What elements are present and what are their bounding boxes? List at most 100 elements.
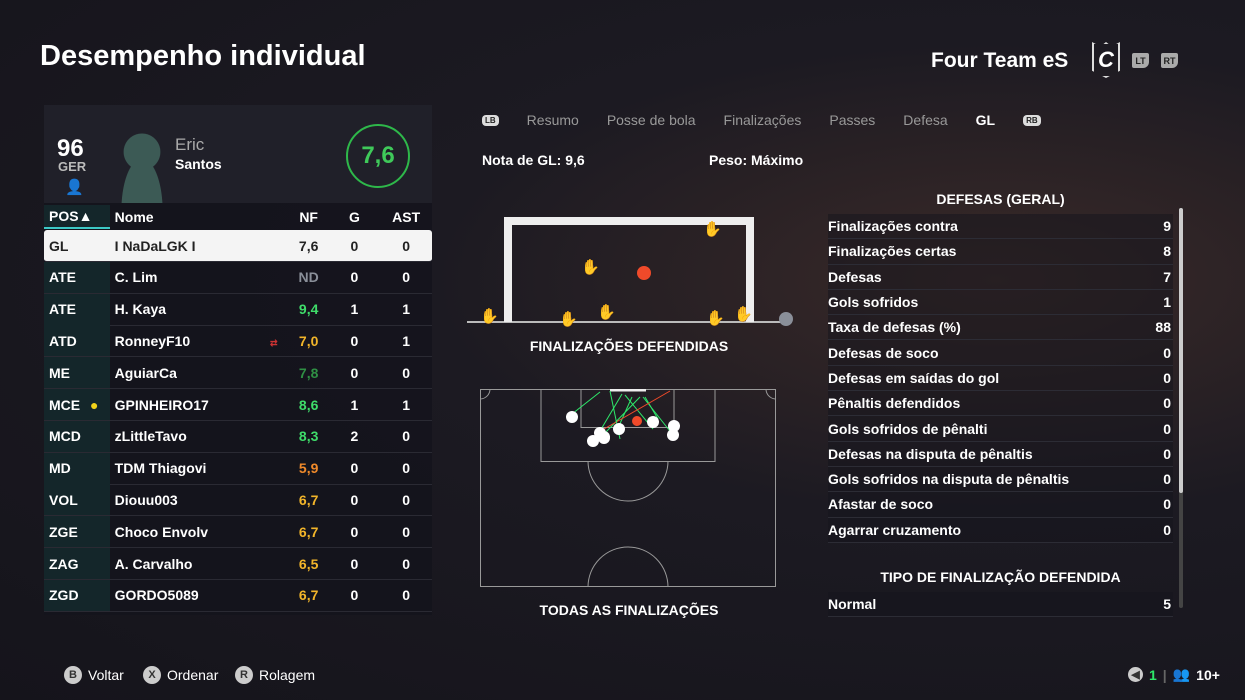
cell-g: 0 xyxy=(350,523,359,540)
cell-g: 0 xyxy=(350,491,359,508)
cell-g: 2 xyxy=(350,428,359,445)
player-avatar xyxy=(110,130,174,203)
cell-ast: 0 xyxy=(402,460,411,477)
scroll-hint[interactable]: R Rolagem xyxy=(235,666,315,684)
x-button-icon: X xyxy=(143,666,161,684)
tab-resumo[interactable]: Resumo xyxy=(526,112,579,128)
rt-button[interactable]: RT xyxy=(1161,53,1178,68)
cell-g: 0 xyxy=(350,237,359,254)
viewers-icon: 👥 xyxy=(1172,666,1191,682)
cell-ast: 1 xyxy=(402,396,411,413)
table-row[interactable]: GL I NaDaLGK I 7,6 0 0 xyxy=(44,230,432,262)
cell-ast: 0 xyxy=(402,364,411,381)
page-title: Desempenho individual xyxy=(40,40,366,72)
shot-trajectory xyxy=(617,396,633,429)
stat-row: Gols sofridos de pênalti 0 xyxy=(828,416,1173,442)
scroll-label: Rolagem xyxy=(259,667,316,683)
tab-defesa[interactable]: Defesa xyxy=(903,112,948,128)
stat-value: 88 xyxy=(1155,319,1171,336)
table-header: POS▲ Nome NF G AST xyxy=(44,205,432,229)
cell-g: 0 xyxy=(350,364,359,381)
stat-value: 0 xyxy=(1163,395,1171,412)
tab-posse-de-bola[interactable]: Posse de bola xyxy=(606,112,696,128)
shot-origin-marker xyxy=(587,435,599,447)
viewers: 10+ xyxy=(1196,666,1220,683)
stat-value: 0 xyxy=(1163,445,1171,462)
lb-button[interactable]: LB xyxy=(482,114,499,126)
table-row[interactable]: ATE C. Lim ND 0 0 xyxy=(44,261,432,294)
cell-nf: 8,6 xyxy=(298,396,319,413)
stat-label: Afastar de soco xyxy=(828,496,934,513)
cell-ast: 0 xyxy=(402,555,411,572)
shot-trajectory xyxy=(644,396,659,420)
scrollbar[interactable] xyxy=(1179,208,1183,608)
shot-trajectory xyxy=(603,390,671,430)
stat-value: 0 xyxy=(1163,496,1171,513)
table-row[interactable]: MCE ● GPINHEIRO17 8,6 1 1 xyxy=(44,389,432,421)
table-row[interactable]: ATE H. Kaya 9,4 1 1 xyxy=(44,293,432,326)
col-nf[interactable]: NF xyxy=(299,209,318,225)
stat-label: Defesas em saídas do gol xyxy=(828,369,1000,386)
table-row[interactable]: ATD RonneyF10 ⇄ 7,0 0 1 xyxy=(44,325,432,358)
shot-origin-marker xyxy=(667,429,679,441)
goal-frame xyxy=(504,217,754,322)
cell-nf: 6,5 xyxy=(298,555,319,572)
shot-trajectory xyxy=(599,393,623,432)
stat-row: Pênaltis defendidos 0 xyxy=(828,391,1173,417)
sort-label: Ordenar xyxy=(167,667,219,683)
col-g[interactable]: G xyxy=(348,209,360,225)
back-hint[interactable]: B Voltar xyxy=(64,666,124,684)
cell-name: I NaDaLGK I xyxy=(114,237,196,254)
table-row[interactable]: MCD zLittleTavo 8,3 2 0 xyxy=(44,420,432,453)
table-row[interactable]: VOL Diouu003 6,7 0 0 xyxy=(44,484,432,517)
player-rating-ring: 7,6 xyxy=(346,124,410,188)
saved-caption: FINALIZAÇÕES DEFENDIDAS xyxy=(529,338,729,354)
cell-pos: ATD xyxy=(44,325,110,357)
stat-value: 5 xyxy=(1163,596,1171,612)
tab-passes[interactable]: Passes xyxy=(829,112,876,128)
tab-finalizações[interactable]: Finalizações xyxy=(723,112,802,128)
weight: Peso: Máximo xyxy=(709,152,804,168)
col-ast[interactable]: AST xyxy=(392,209,421,225)
cell-pos: MD xyxy=(44,452,110,484)
session-info: ◀ 1 | 👥 10+ xyxy=(1128,666,1220,683)
cell-pos: ME xyxy=(44,357,110,389)
team-name: Four Team eS xyxy=(931,49,1069,72)
stat-value: 0 xyxy=(1163,420,1171,437)
cell-nf: 6,7 xyxy=(298,491,319,508)
stat-value: 7 xyxy=(1163,268,1171,285)
player-nation: GER xyxy=(58,159,87,174)
table-row[interactable]: ZGD GORDO5089 6,7 0 0 xyxy=(44,579,432,612)
stat-row: Defesas em saídas do gol 0 xyxy=(828,365,1173,392)
glove-save-icon: ✋ xyxy=(480,307,499,325)
cell-pos: MCE xyxy=(44,389,110,420)
cell-name: GPINHEIRO17 xyxy=(114,396,209,413)
stat-row: Agarrar cruzamento 0 xyxy=(828,517,1173,543)
col-name[interactable]: Nome xyxy=(114,209,154,225)
gk-rating: Nota de GL: 9,6 xyxy=(482,152,585,168)
player-overall: 96 xyxy=(57,135,84,162)
lt-button[interactable]: LT xyxy=(1132,53,1149,68)
table-row[interactable]: ME AguiarCa 7,8 0 0 xyxy=(44,357,432,390)
stat-label: Agarrar cruzamento xyxy=(828,521,962,538)
stat-label: Pênaltis defendidos xyxy=(828,395,961,412)
stat-value: 0 xyxy=(1163,344,1171,361)
glove-save-icon: ✋ xyxy=(703,220,722,238)
stat-label: Defesas xyxy=(828,268,882,285)
stat-label: Normal xyxy=(828,596,877,612)
cell-nf: ND xyxy=(298,269,319,286)
stat-row: Defesas 7 xyxy=(828,264,1173,290)
stats-section-title: TIPO DE FINALIZAÇÃO DEFENDIDA xyxy=(880,568,1121,585)
player-first-name: Eric xyxy=(175,135,205,154)
rb-button[interactable]: RB xyxy=(1023,114,1041,126)
sort-hint[interactable]: X Ordenar xyxy=(143,666,218,684)
stat-row: Gols sofridos na disputa de pênaltis 0 xyxy=(828,466,1173,493)
table-row[interactable]: ZGE Choco Envolv 6,7 0 0 xyxy=(44,516,432,549)
team-crest-icon: C xyxy=(1092,42,1120,78)
col-pos[interactable]: POS▲ xyxy=(44,205,110,229)
scrollbar-thumb[interactable] xyxy=(1179,208,1183,493)
tab-gl[interactable]: GL xyxy=(975,112,996,128)
table-row[interactable]: MD TDM Thiagovi 5,9 0 0 xyxy=(44,452,432,485)
stat-row: Finalizações certas 8 xyxy=(828,239,1173,265)
table-row[interactable]: ZAG A. Carvalho 6,5 0 0 xyxy=(44,548,432,580)
